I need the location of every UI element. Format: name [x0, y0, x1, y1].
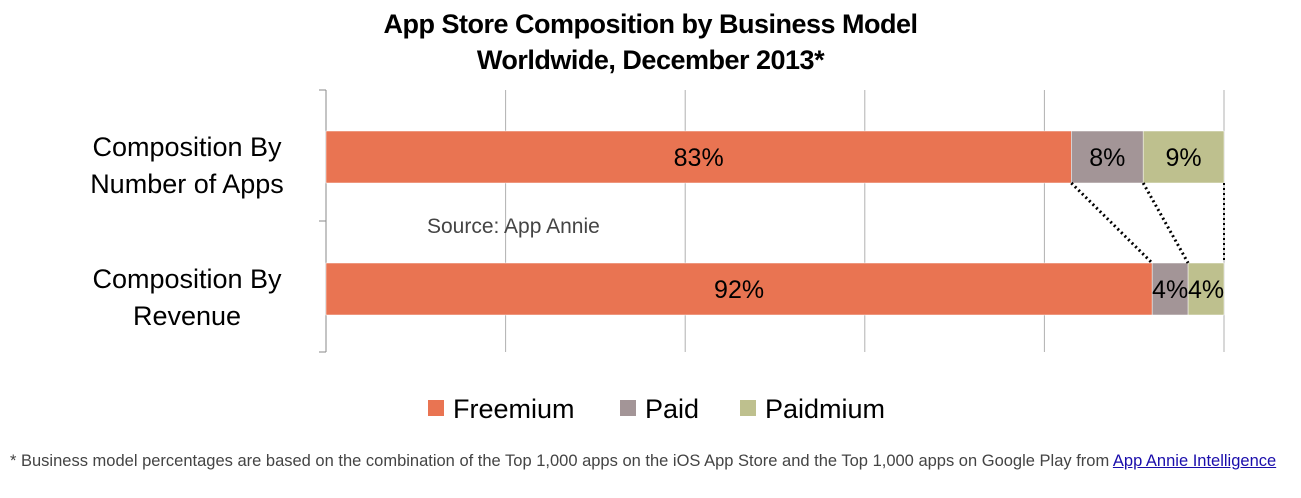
legend-swatch-freemium: [428, 400, 444, 416]
data-label-paidmium-2: 4%: [1188, 276, 1224, 304]
legend-label-paidmium: Paidmium: [765, 394, 885, 424]
bar-paid-1: [1071, 130, 1144, 184]
category-label-line: Composition By: [92, 264, 282, 294]
stacked-bar-chart: 83% 8% 9% Composition By Number of Apps 92% 4%…: [90, 89, 1225, 424]
source-annotation: Source: App Annie: [427, 215, 600, 238]
series-connector-line: [1070, 181, 1154, 265]
data-label-paid-1: 8%: [1089, 144, 1125, 172]
data-label-paid-2: 4%: [1152, 276, 1188, 304]
bar-paid-2: [1151, 262, 1189, 316]
chart-title-line-2: Worldwide, December 2013*: [476, 45, 825, 75]
footnote-text: * Business model percentages are based o…: [10, 452, 1113, 470]
category-label-line: Number of Apps: [90, 169, 284, 199]
legend-label-paid: Paid: [645, 394, 699, 424]
legend-label-freemium: Freemium: [453, 394, 575, 424]
bar-paidmium-2: [1187, 262, 1225, 316]
footnote: * Business model percentages are based o…: [10, 450, 1295, 473]
series-connector-line: [1141, 182, 1190, 264]
data-label-paidmium-1: 9%: [1166, 144, 1202, 172]
app-annie-intelligence-link[interactable]: App Annie Intelligence: [1112, 452, 1277, 470]
bar-freemium-1: [325, 130, 1072, 184]
data-label-freemium-2: 92%: [714, 276, 764, 304]
legend-swatch-paid: [620, 400, 636, 416]
data-label-freemium-1: 83%: [674, 144, 724, 172]
chart-title-line-1: App Store Composition by Business Model: [383, 9, 918, 39]
bar-freemium-2: [325, 262, 1153, 316]
chart-title: App Store Composition by Business Model …: [0, 6, 1301, 78]
bar-paidmium-1: [1142, 130, 1225, 184]
category-label-line: Revenue: [133, 301, 241, 331]
category-label-line: Composition By: [92, 132, 282, 162]
legend-swatch-paidmium: [740, 400, 756, 416]
